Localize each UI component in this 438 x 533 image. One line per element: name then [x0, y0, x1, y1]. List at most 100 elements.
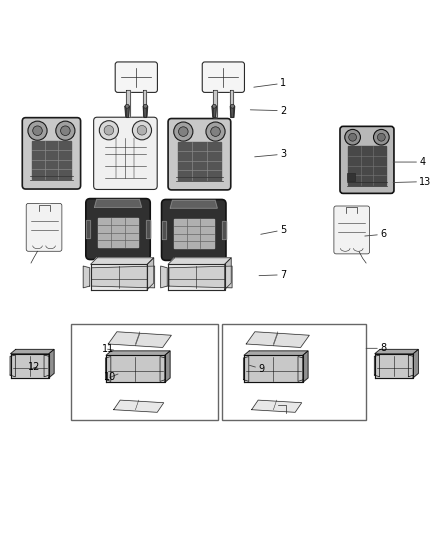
Polygon shape [213, 90, 217, 117]
Polygon shape [162, 221, 166, 239]
Text: 12: 12 [28, 362, 40, 373]
Polygon shape [169, 266, 232, 288]
Polygon shape [106, 357, 111, 382]
Polygon shape [106, 356, 165, 382]
Circle shape [99, 120, 118, 140]
Text: 7: 7 [259, 270, 286, 280]
Polygon shape [298, 357, 303, 382]
FancyBboxPatch shape [26, 204, 62, 251]
Circle shape [179, 127, 188, 136]
Polygon shape [114, 400, 164, 413]
Polygon shape [413, 350, 418, 378]
Polygon shape [375, 350, 418, 354]
Text: 11: 11 [102, 344, 114, 354]
Circle shape [132, 120, 152, 140]
Polygon shape [10, 355, 15, 377]
FancyBboxPatch shape [340, 126, 394, 193]
Text: 10: 10 [104, 373, 118, 383]
Polygon shape [146, 220, 150, 238]
Polygon shape [252, 400, 302, 413]
Polygon shape [230, 90, 233, 117]
Polygon shape [408, 355, 413, 377]
Polygon shape [225, 258, 231, 289]
Bar [71, 324, 218, 419]
Polygon shape [303, 351, 308, 382]
Text: 9: 9 [250, 364, 264, 374]
Polygon shape [39, 204, 49, 211]
Circle shape [349, 133, 357, 141]
FancyBboxPatch shape [168, 118, 231, 190]
FancyBboxPatch shape [162, 199, 226, 261]
Polygon shape [244, 356, 303, 382]
Polygon shape [222, 221, 226, 239]
Text: 5: 5 [261, 225, 286, 235]
Polygon shape [374, 355, 380, 377]
Bar [347, 173, 355, 181]
Text: 3: 3 [254, 149, 286, 159]
FancyBboxPatch shape [202, 62, 244, 92]
Circle shape [144, 104, 148, 108]
Polygon shape [244, 357, 249, 382]
Polygon shape [170, 200, 217, 208]
Polygon shape [212, 106, 216, 117]
Circle shape [206, 122, 225, 141]
Polygon shape [108, 332, 171, 348]
Polygon shape [168, 258, 231, 264]
FancyBboxPatch shape [86, 199, 150, 260]
Circle shape [345, 130, 360, 145]
Polygon shape [174, 219, 214, 248]
Polygon shape [44, 355, 49, 377]
Circle shape [230, 104, 234, 108]
Circle shape [378, 133, 385, 141]
Polygon shape [86, 220, 90, 238]
Bar [222, 324, 366, 419]
Polygon shape [168, 264, 225, 289]
Polygon shape [125, 106, 129, 117]
Polygon shape [348, 146, 386, 185]
Text: 1: 1 [254, 78, 286, 88]
Text: 8: 8 [366, 343, 386, 353]
Polygon shape [160, 357, 165, 382]
Text: 2: 2 [251, 106, 286, 116]
FancyBboxPatch shape [94, 117, 157, 189]
Circle shape [211, 127, 220, 136]
Circle shape [104, 125, 114, 135]
Text: 13: 13 [393, 176, 431, 187]
Circle shape [28, 121, 47, 140]
Polygon shape [83, 266, 90, 288]
Circle shape [33, 126, 42, 135]
Polygon shape [106, 351, 170, 356]
Polygon shape [127, 90, 130, 117]
Polygon shape [91, 258, 154, 264]
Circle shape [137, 125, 147, 135]
Circle shape [60, 126, 70, 135]
FancyBboxPatch shape [115, 62, 157, 92]
Circle shape [374, 130, 389, 145]
Polygon shape [91, 264, 147, 289]
Polygon shape [230, 106, 235, 117]
Polygon shape [11, 354, 49, 378]
Polygon shape [49, 350, 54, 378]
Text: 6: 6 [365, 229, 386, 239]
Polygon shape [11, 350, 54, 354]
Polygon shape [244, 351, 308, 356]
Circle shape [212, 104, 216, 108]
Text: 4: 4 [393, 157, 425, 167]
Polygon shape [375, 354, 413, 378]
Polygon shape [165, 351, 170, 382]
Circle shape [125, 104, 129, 108]
FancyBboxPatch shape [22, 118, 81, 189]
Polygon shape [95, 199, 141, 207]
Polygon shape [246, 332, 309, 348]
Circle shape [56, 121, 75, 140]
Polygon shape [147, 258, 154, 289]
Polygon shape [32, 141, 71, 179]
Polygon shape [143, 106, 148, 117]
Polygon shape [178, 142, 221, 180]
Polygon shape [98, 218, 138, 247]
Polygon shape [92, 266, 155, 288]
Circle shape [174, 122, 193, 141]
Polygon shape [161, 266, 167, 288]
FancyBboxPatch shape [334, 206, 370, 254]
Polygon shape [143, 90, 146, 117]
